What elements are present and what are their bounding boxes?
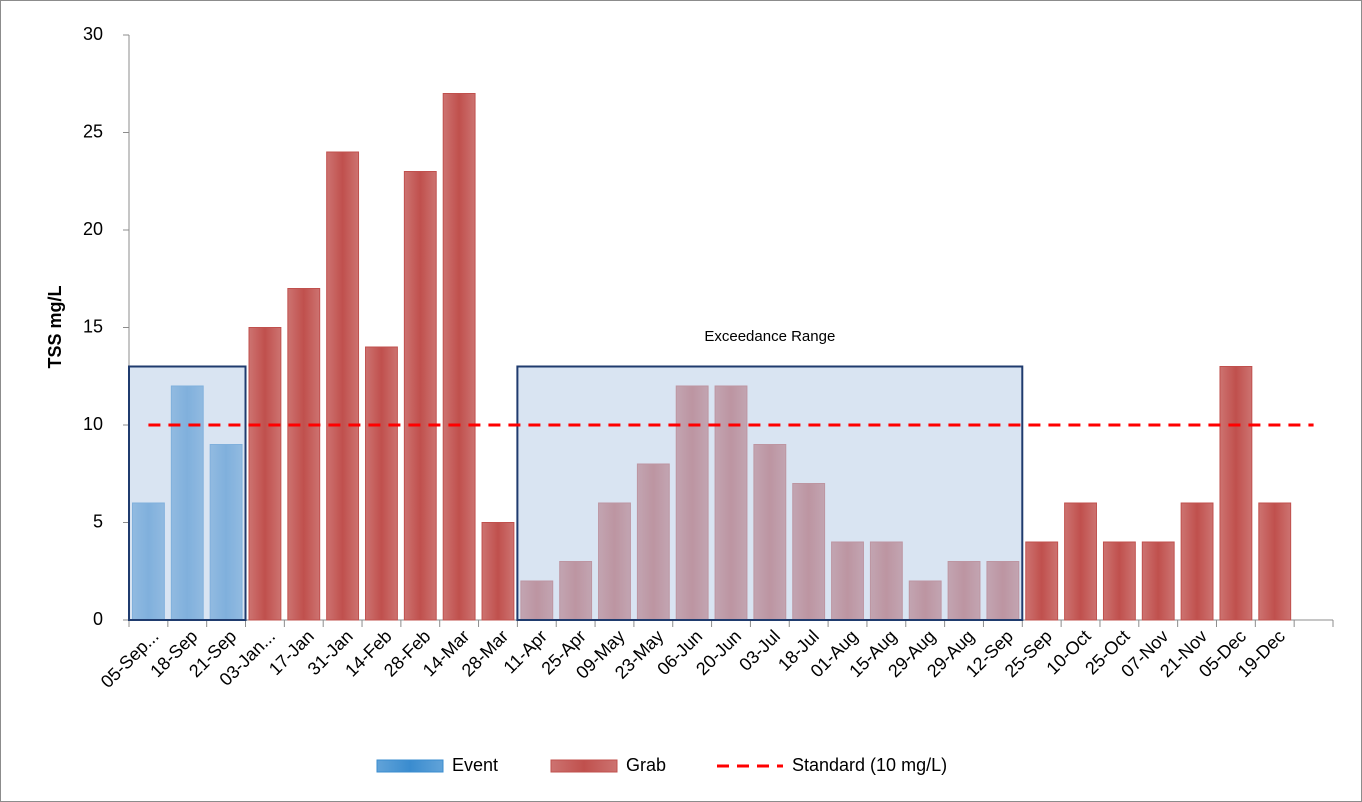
y-tick-label: 20 (83, 219, 103, 239)
bar (1025, 541, 1059, 621)
y-tick-label: 15 (83, 316, 103, 336)
bar (248, 327, 282, 621)
y-tick-label: 10 (83, 414, 103, 434)
annotation: Exceedance Range (704, 328, 835, 345)
y-tick-label: 25 (83, 121, 103, 141)
y-tick-label: 30 (83, 24, 103, 44)
bar (1219, 366, 1253, 621)
bar (403, 171, 437, 621)
legend-label: Standard (10 mg/L) (792, 755, 947, 775)
legend-swatch (376, 759, 444, 773)
bar (1180, 502, 1214, 621)
shaded-range (516, 365, 1024, 621)
y-axis-label: TSS mg/L (45, 285, 65, 368)
bar (481, 522, 515, 621)
bar (1258, 502, 1292, 621)
bar (442, 93, 476, 621)
bar (1102, 541, 1136, 621)
shaded-range (128, 365, 247, 621)
y-tick-label: 5 (93, 511, 103, 531)
bar (365, 346, 398, 621)
y-tick-label: 0 (93, 609, 103, 629)
bar (1064, 502, 1097, 621)
legend-swatch (550, 759, 618, 773)
bar (1141, 541, 1175, 621)
legend-label: Grab (626, 755, 666, 775)
bar (287, 288, 321, 621)
bar (326, 151, 360, 621)
legend-label: Event (452, 755, 498, 775)
